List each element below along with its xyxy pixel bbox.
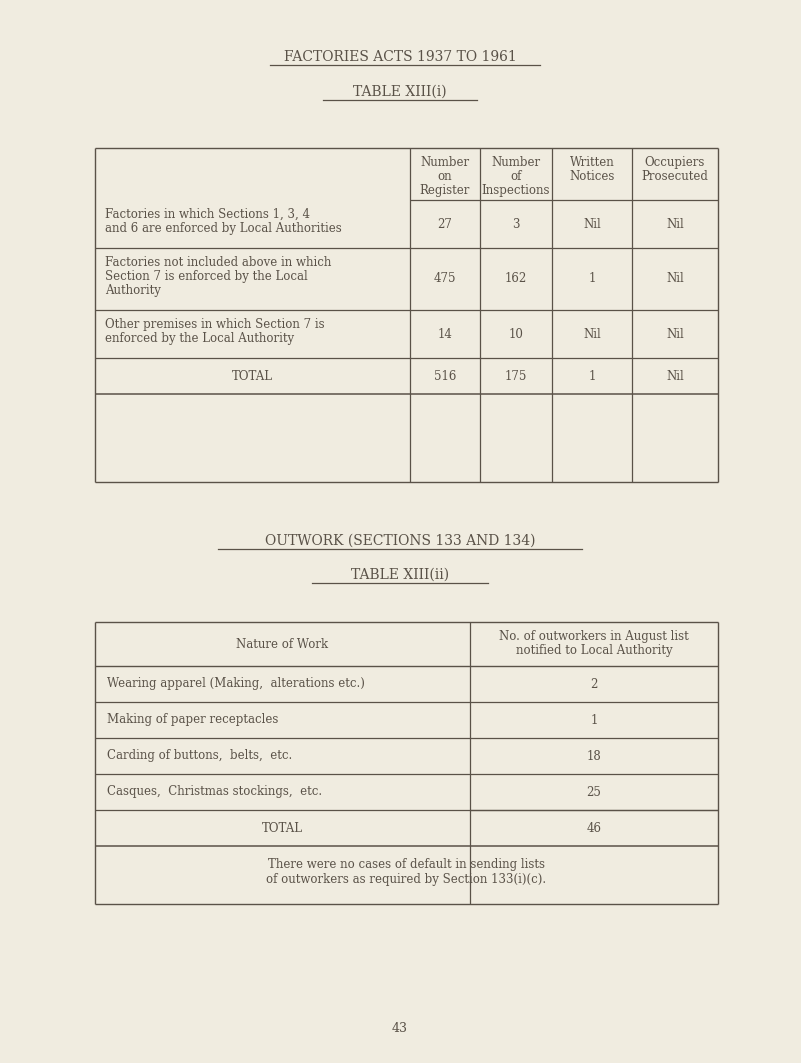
Text: 162: 162	[505, 272, 527, 286]
Text: Other premises in which Section 7 is: Other premises in which Section 7 is	[105, 318, 324, 331]
Text: FACTORIES ACTS 1937 TO 1961: FACTORIES ACTS 1937 TO 1961	[284, 50, 517, 64]
Text: TABLE XIII(i): TABLE XIII(i)	[353, 85, 447, 99]
Text: 14: 14	[437, 327, 453, 340]
Text: enforced by the Local Authority: enforced by the Local Authority	[105, 332, 294, 345]
Text: Notices: Notices	[570, 170, 614, 183]
Text: Occupiers: Occupiers	[645, 156, 705, 169]
Text: Nil: Nil	[583, 218, 601, 231]
Text: There were no cases of default in sending lists: There were no cases of default in sendin…	[268, 858, 545, 871]
Text: Making of paper receptacles: Making of paper receptacles	[107, 713, 279, 726]
Text: Nil: Nil	[666, 370, 684, 383]
Text: Nil: Nil	[666, 327, 684, 340]
Text: on: on	[437, 170, 453, 183]
Text: Nil: Nil	[666, 218, 684, 231]
Text: 1: 1	[590, 713, 598, 726]
Text: Authority: Authority	[105, 284, 161, 297]
Text: 46: 46	[586, 822, 602, 834]
Text: of outworkers as required by Section 133(i)(c).: of outworkers as required by Section 133…	[267, 873, 546, 885]
Text: Casques,  Christmas stockings,  etc.: Casques, Christmas stockings, etc.	[107, 786, 322, 798]
Text: 1: 1	[588, 370, 596, 383]
Text: 10: 10	[509, 327, 523, 340]
Text: TOTAL: TOTAL	[262, 822, 303, 834]
Text: 516: 516	[434, 370, 457, 383]
Text: TOTAL: TOTAL	[232, 370, 273, 383]
Text: of: of	[510, 170, 521, 183]
Text: Nature of Work: Nature of Work	[236, 638, 328, 651]
Text: Section 7 is enforced by the Local: Section 7 is enforced by the Local	[105, 270, 308, 283]
Text: 3: 3	[513, 218, 520, 231]
Text: 27: 27	[437, 218, 453, 231]
Text: and 6 are enforced by Local Authorities: and 6 are enforced by Local Authorities	[105, 222, 342, 235]
Text: 1: 1	[588, 272, 596, 286]
Text: Nil: Nil	[666, 272, 684, 286]
Text: No. of outworkers in August list: No. of outworkers in August list	[499, 630, 689, 643]
Text: Written: Written	[570, 156, 614, 169]
Text: Prosecuted: Prosecuted	[642, 170, 708, 183]
Text: 25: 25	[586, 786, 602, 798]
Text: Nil: Nil	[583, 327, 601, 340]
Text: Register: Register	[420, 184, 470, 197]
Text: Inspections: Inspections	[481, 184, 550, 197]
Text: Factories not included above in which: Factories not included above in which	[105, 256, 332, 269]
Text: Wearing apparel (Making,  alterations etc.): Wearing apparel (Making, alterations etc…	[107, 677, 365, 691]
Text: OUTWORK (SECTIONS 133 AND 134): OUTWORK (SECTIONS 133 AND 134)	[265, 534, 535, 549]
Text: 175: 175	[505, 370, 527, 383]
Text: TABLE XIII(ii): TABLE XIII(ii)	[351, 568, 449, 583]
Text: Number: Number	[492, 156, 541, 169]
Text: 2: 2	[590, 677, 598, 691]
Text: 475: 475	[434, 272, 457, 286]
Text: notified to Local Authority: notified to Local Authority	[516, 644, 672, 657]
Text: Factories in which Sections 1, 3, 4: Factories in which Sections 1, 3, 4	[105, 208, 310, 221]
Text: Carding of buttons,  belts,  etc.: Carding of buttons, belts, etc.	[107, 749, 292, 762]
Text: Number: Number	[421, 156, 469, 169]
Text: 43: 43	[392, 1022, 408, 1035]
Text: 18: 18	[586, 749, 602, 762]
